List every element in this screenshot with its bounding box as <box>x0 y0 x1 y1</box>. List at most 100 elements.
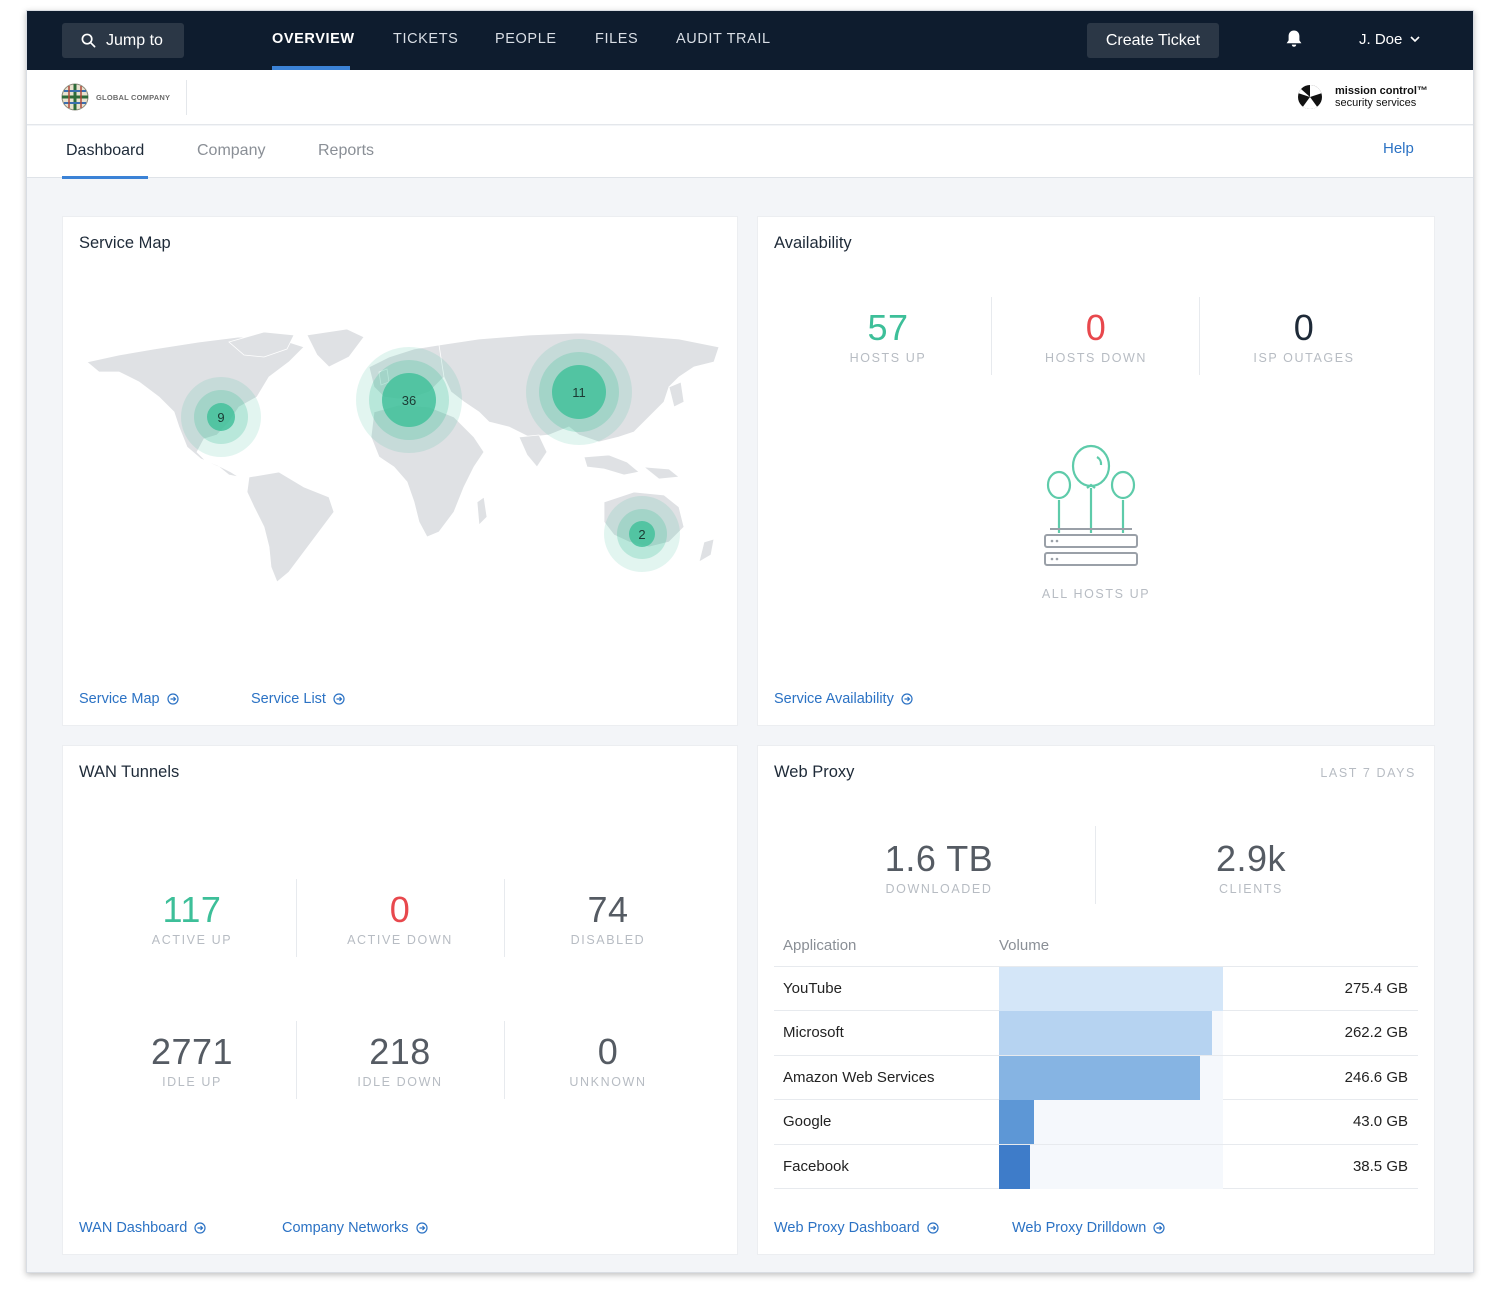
user-name: J. Doe <box>1359 31 1403 48</box>
unknown-stat: 0 UNKNOWN <box>569 1031 647 1089</box>
app-name: Facebook <box>774 1144 999 1189</box>
hosts-down-stat: 0 HOSTS DOWN <box>992 307 1200 365</box>
jump-to-button[interactable]: Jump to <box>62 23 184 58</box>
stat-divider <box>296 879 297 957</box>
web-proxy-card: Web Proxy LAST 7 DAYS 1.6 TB DOWNLOADED … <box>757 745 1435 1255</box>
web-proxy-dashboard-link[interactable]: Web Proxy Dashboard <box>774 1220 939 1236</box>
tab-company[interactable]: Company <box>197 142 266 159</box>
table-row[interactable]: YouTube 275.4 GB <box>774 966 1418 1011</box>
stat-divider <box>1199 297 1200 375</box>
table-header-row: Application Volume <box>774 926 1418 967</box>
volume-bar-cell <box>999 1144 1223 1189</box>
column-header-volume: Volume <box>999 926 1418 967</box>
card-title: WAN Tunnels <box>79 763 180 781</box>
web-proxy-drilldown-link[interactable]: Web Proxy Drilldown <box>1012 1220 1165 1236</box>
cluster-label-au[interactable]: 2 <box>638 527 645 542</box>
volume-bar <box>999 1144 1031 1189</box>
nav-tab-files[interactable]: FILES <box>595 31 639 47</box>
arrow-circle-right-icon <box>901 693 913 705</box>
volume-bar-cell <box>999 1055 1223 1100</box>
company-networks-link[interactable]: Company Networks <box>282 1220 428 1236</box>
active-down-stat: 0 ACTIVE DOWN <box>347 889 453 947</box>
app-frame: Jump to OVERVIEW TICKETS PEOPLE FILES AU… <box>26 10 1474 1273</box>
volume-bar-cell <box>999 966 1223 1011</box>
availability-card: Availability 57 HOSTS UP 0 HOSTS DOWN 0 … <box>757 216 1435 726</box>
tab-dashboard[interactable]: Dashboard <box>61 126 149 179</box>
active-up-stat: 117 ACTIVE UP <box>151 889 233 947</box>
tab-reports[interactable]: Reports <box>318 142 375 159</box>
service-availability-link[interactable]: Service Availability <box>774 691 913 707</box>
world-map: 9 36 11 2 <box>86 328 720 583</box>
app-name: YouTube <box>774 966 999 1011</box>
volume-value: 246.6 GB <box>1223 1055 1418 1100</box>
stat-divider <box>504 879 505 957</box>
arrow-circle-right-icon <box>415 1222 428 1234</box>
volume-bar <box>999 1100 1034 1144</box>
volume-bar-cell <box>999 1010 1223 1056</box>
arrow-circle-right-icon <box>166 693 179 705</box>
volume-bar-track <box>999 1011 1223 1055</box>
create-ticket-button[interactable]: Create Ticket <box>1087 23 1219 58</box>
hosts-down-value: 0 <box>1085 307 1107 348</box>
brand-bar: GLOBAL COMPANY mission control™ security… <box>27 70 1473 125</box>
sub-nav: Dashboard Company Reports Help <box>27 126 1473 179</box>
jump-to-label: Jump to <box>106 31 163 49</box>
hosts-down-label: HOSTS DOWN <box>1044 351 1148 365</box>
disabled-stat: 74 DISABLED <box>570 889 646 947</box>
idle-down-stat: 218 IDLE DOWN <box>357 1031 443 1089</box>
wan-dashboard-link[interactable]: WAN Dashboard <box>79 1220 206 1236</box>
volume-value: 43.0 GB <box>1223 1099 1418 1145</box>
search-icon <box>81 33 96 48</box>
service-list-link[interactable]: Service List <box>251 691 345 707</box>
cluster-label-eu[interactable]: 36 <box>402 393 416 408</box>
volume-bar-track <box>999 1100 1223 1144</box>
top-nav: Jump to OVERVIEW TICKETS PEOPLE FILES AU… <box>27 11 1473 70</box>
idle-up-stat: 2771 IDLE UP <box>150 1031 234 1089</box>
nav-tab-tickets[interactable]: TICKETS <box>393 31 459 47</box>
company-logo: GLOBAL COMPANY <box>61 83 170 111</box>
isp-outages-label: ISP OUTAGES <box>1253 351 1355 365</box>
column-header-application: Application <box>774 926 999 967</box>
proxy-table: Application Volume YouTube 275.4 GB Micros… <box>774 926 1418 1189</box>
volume-value: 38.5 GB <box>1223 1144 1418 1189</box>
cluster-label-na[interactable]: 9 <box>217 410 224 425</box>
arrow-circle-right-icon <box>927 1222 939 1234</box>
volume-bar-track <box>999 966 1223 1011</box>
chevron-down-icon <box>1410 36 1420 43</box>
app-name: Amazon Web Services <box>774 1055 999 1100</box>
service-map-card: Service Map <box>62 216 738 726</box>
cluster-label-asia[interactable]: 11 <box>572 385 586 400</box>
isp-outages-value: 0 <box>1293 307 1315 348</box>
volume-bar-track <box>999 1055 1223 1100</box>
balloons-server-icon <box>1044 444 1138 566</box>
wan-tunnels-card: WAN Tunnels 117 ACTIVE UP 0 ACTIVE DOWN … <box>62 745 738 1255</box>
vendor-name: mission control™ <box>1335 85 1428 97</box>
hosts-up-stat: 57 HOSTS UP <box>784 307 992 365</box>
globe-logo-icon <box>61 83 89 111</box>
table-row[interactable]: Google 43.0 GB <box>774 1099 1418 1145</box>
clients-stat: 2.9k CLIENTS <box>1215 838 1287 896</box>
user-menu[interactable]: J. Doe <box>1359 31 1420 48</box>
arrow-circle-right-icon <box>333 693 345 705</box>
stat-divider <box>296 1021 297 1099</box>
table-row[interactable]: Facebook 38.5 GB <box>774 1144 1418 1189</box>
service-map-link[interactable]: Service Map <box>79 691 179 707</box>
brand-divider <box>186 80 187 115</box>
help-link[interactable]: Help <box>1383 140 1414 157</box>
bell-icon[interactable] <box>1285 29 1303 54</box>
volume-value: 262.2 GB <box>1223 1010 1418 1056</box>
stat-divider <box>991 297 992 375</box>
stat-divider <box>504 1021 505 1099</box>
app-name: Microsoft <box>774 1010 999 1056</box>
table-row[interactable]: Microsoft 262.2 GB <box>774 1010 1418 1056</box>
nav-tab-audit-trail[interactable]: AUDIT TRAIL <box>676 31 771 47</box>
all-hosts-up-status: ALL HOSTS UP <box>1041 587 1151 601</box>
arrow-circle-right-icon <box>1153 1222 1165 1234</box>
nav-tab-people[interactable]: PEOPLE <box>495 31 557 47</box>
volume-bar <box>999 1055 1200 1100</box>
table-row[interactable]: Amazon Web Services 246.6 GB <box>774 1055 1418 1100</box>
hosts-up-value: 57 <box>867 307 909 348</box>
vendor-tagline: security services <box>1335 97 1417 109</box>
company-logo-text: GLOBAL COMPANY <box>96 92 171 102</box>
nav-tab-overview[interactable]: OVERVIEW <box>272 11 354 70</box>
